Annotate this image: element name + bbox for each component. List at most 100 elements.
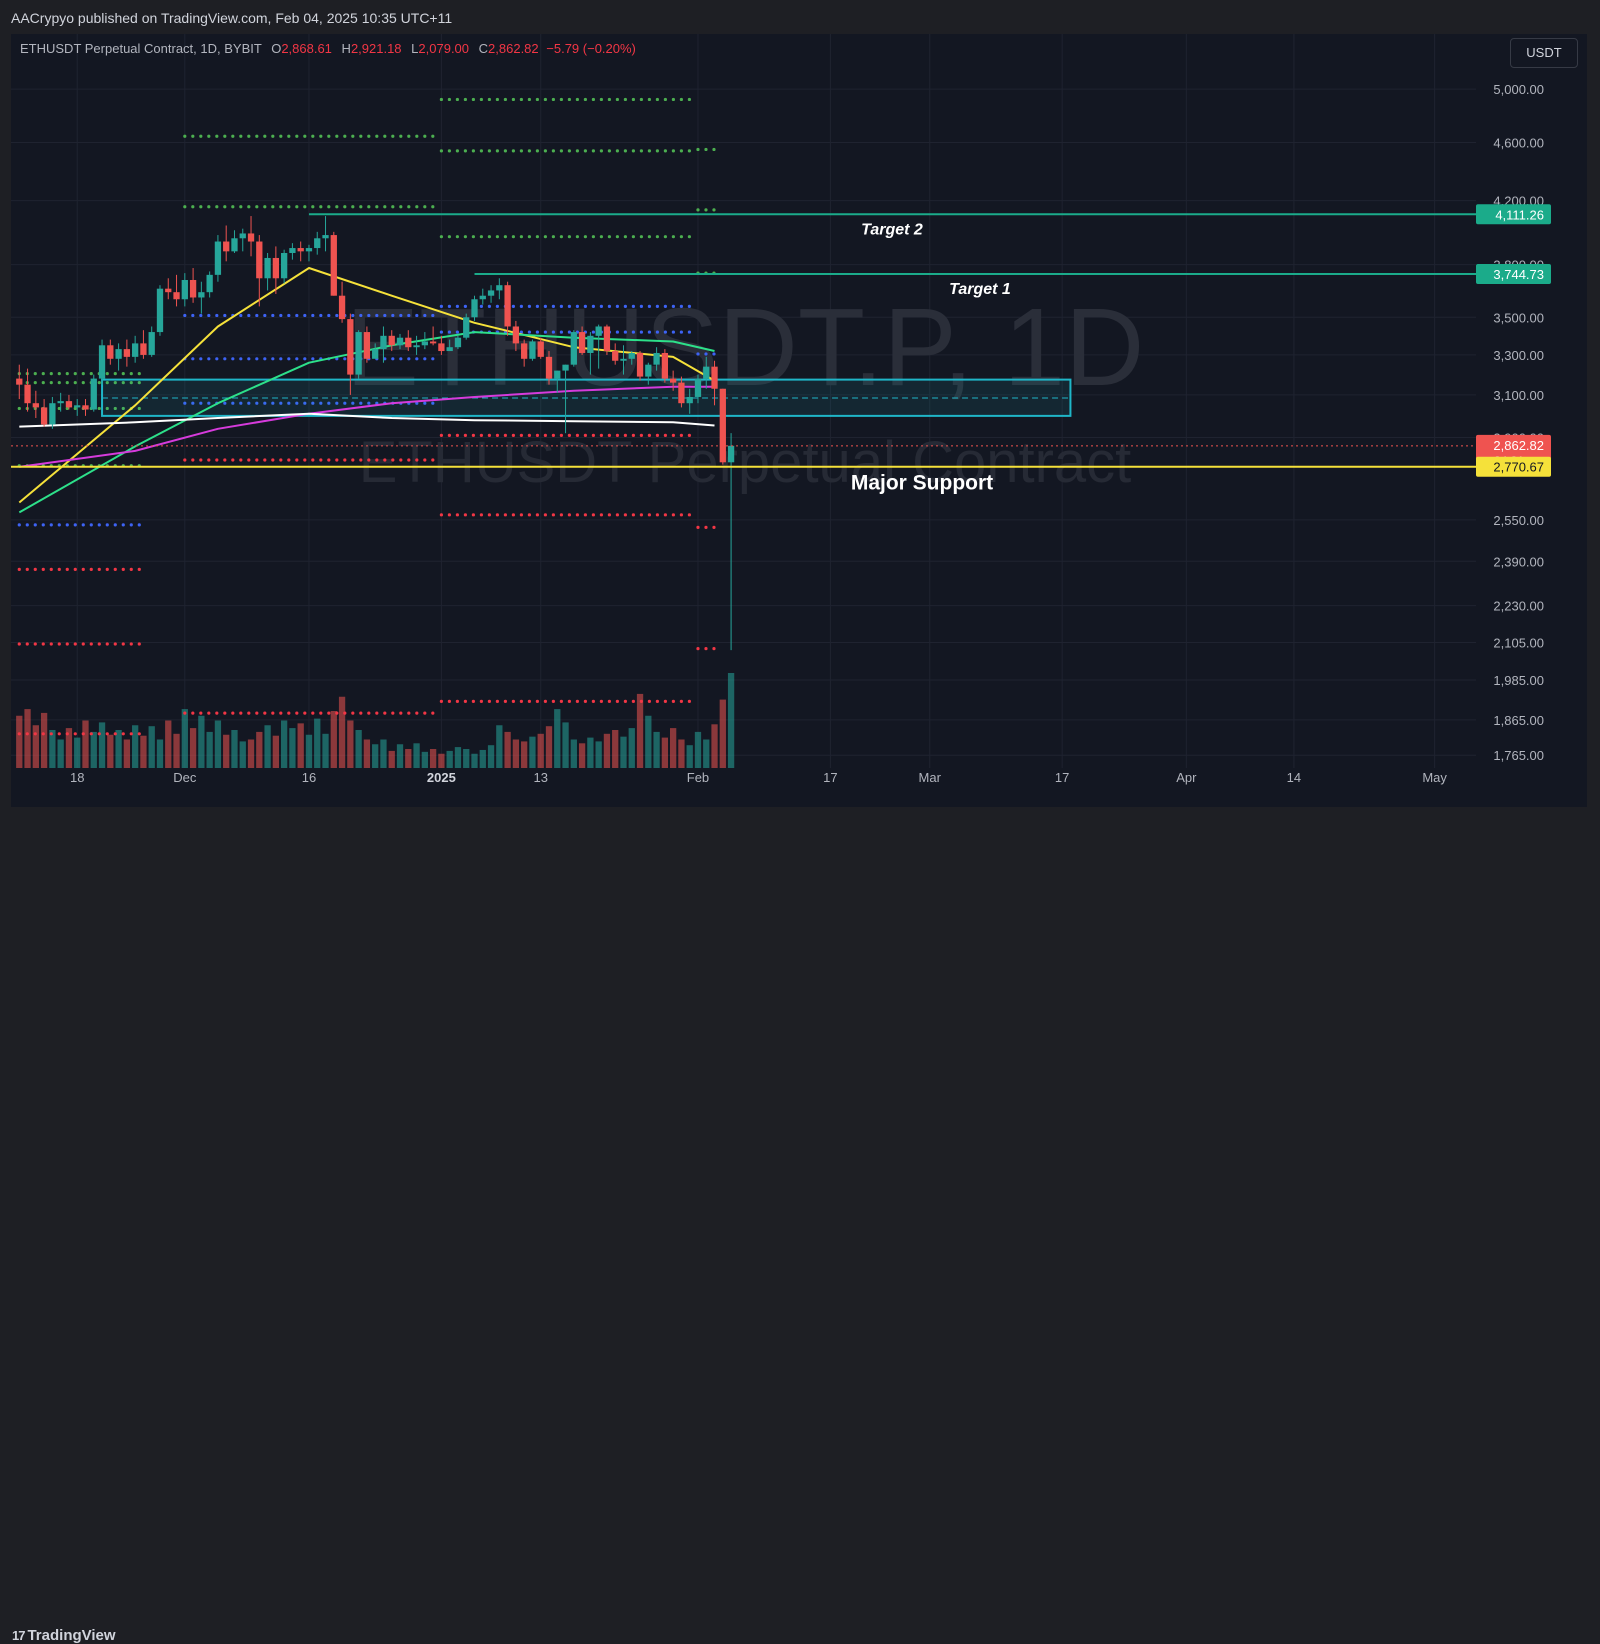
time-axis: 18 Dec 16 2025 13 Feb 17 Mar 17 Apr 14 May: [70, 770, 1447, 785]
major-support-price-tag-bg: [1476, 456, 1551, 477]
volume-bar: [16, 715, 23, 768]
candle-body: [380, 335, 387, 350]
candle-body: [165, 288, 172, 293]
candle-body: [247, 233, 255, 242]
watermark: ETHUSDT.P, 1D ETHUSDT Perpetual Contract: [346, 286, 1145, 495]
watermark-symbol: ETHUSDT.P, 1D: [346, 286, 1145, 409]
price-axis: 5,000.004,600.004,200.003,800.003,500.00…: [1476, 82, 1551, 763]
footer-bar: 17 TradingView: [0, 807, 1600, 1644]
volume-bar: [289, 728, 296, 768]
volume-bar: [678, 739, 685, 768]
candle-body: [82, 405, 89, 410]
volume-bar: [314, 718, 321, 768]
candle-body: [645, 364, 652, 377]
volume-bar: [388, 750, 395, 768]
candle-body: [16, 378, 23, 385]
time-tick-label: Apr: [1176, 770, 1197, 785]
candle-body: [148, 332, 155, 355]
volume-bar: [529, 736, 536, 768]
volume-bar: [587, 737, 594, 768]
volume-bar: [24, 709, 31, 768]
price-tick-label: 2,230.00: [1493, 599, 1544, 614]
volume-bar: [272, 735, 280, 768]
price-tick-label: 4,600.00: [1493, 135, 1544, 150]
price-tick-label: 2,105.00: [1493, 636, 1544, 651]
volume-bar: [264, 725, 271, 768]
low-value: 2,079.00: [418, 41, 470, 56]
change-value: −5.79 (−0.20%): [546, 41, 636, 56]
volume-bar: [487, 745, 495, 768]
time-tick-label: Dec: [173, 770, 197, 785]
candle-body: [612, 351, 619, 361]
volume-bar: [123, 739, 131, 768]
candle-body: [289, 248, 296, 253]
volume-bar: [65, 728, 73, 768]
candle-body: [90, 378, 97, 410]
volume-bar: [90, 731, 97, 768]
high-label: H: [341, 41, 351, 56]
volume-bar: [173, 733, 180, 768]
volume-bar: [421, 751, 428, 768]
volume-bar: [322, 733, 329, 768]
candle-body: [98, 345, 106, 379]
volume-bar: [636, 693, 644, 768]
candle-body: [256, 241, 263, 279]
volume-bar: [703, 739, 710, 768]
candle-body: [388, 335, 395, 346]
volume-bar: [471, 753, 478, 768]
candle-body: [314, 238, 321, 249]
price-tick-label: 3,300.00: [1493, 348, 1544, 363]
tradingview-logo: 17 TradingView: [12, 1627, 116, 1644]
volume-bar: [32, 725, 39, 768]
close-label: C: [478, 41, 489, 56]
candle-body: [554, 370, 561, 379]
time-tick-label: 17: [823, 770, 837, 785]
volume-bar: [247, 739, 255, 768]
candle-body: [297, 248, 304, 252]
candle-body: [322, 235, 329, 239]
target-2-price-tag: 4,111.26: [1495, 207, 1544, 222]
volume-bar: [372, 744, 379, 768]
volume-bar: [463, 749, 470, 768]
candle-body: [504, 285, 511, 327]
publication-header: AACrypyo published on TradingView.com, F…: [0, 0, 1600, 34]
candle-body: [670, 378, 677, 383]
candle-body: [421, 341, 428, 346]
candle-body: [198, 292, 205, 298]
candle-body: [214, 241, 222, 275]
major-support-label: Major Support: [851, 472, 993, 495]
volume-bar: [429, 749, 437, 768]
volume-bar: [49, 730, 56, 768]
symbol-info: ETHUSDT Perpetual Contract, 1D, BYBIT: [20, 41, 262, 56]
volume-bar: [363, 739, 371, 768]
volume-bar: [347, 720, 354, 768]
watermark-description: ETHUSDT Perpetual Contract: [359, 430, 1132, 495]
volume-bar: [181, 709, 188, 768]
low-label: L: [411, 41, 419, 56]
volume-bar: [156, 739, 164, 768]
tradingview-brand: TradingView: [27, 1627, 116, 1644]
candle-body: [711, 366, 718, 389]
candle-body: [132, 343, 139, 357]
time-tick-label: May: [1422, 770, 1447, 785]
currency-button[interactable]: USDT: [1510, 38, 1578, 68]
candle-body: [537, 341, 544, 357]
candle-body: [429, 341, 437, 344]
candle-body: [181, 280, 188, 300]
volume-bar: [57, 739, 64, 768]
candle-body: [521, 343, 528, 359]
volume-bar: [165, 720, 172, 768]
volume-bar: [653, 731, 660, 768]
time-tick-label: 13: [533, 770, 547, 785]
candle-body: [189, 280, 197, 298]
candle-body: [587, 335, 594, 353]
candle-body: [40, 407, 48, 425]
candle-body: [678, 382, 685, 404]
candle-body: [49, 403, 56, 425]
candle-body: [653, 352, 660, 365]
candle-body: [115, 349, 122, 359]
last-price-tag: 2,862.82: [1493, 438, 1544, 453]
volume-bar: [198, 715, 205, 768]
price-tick-label: 3,100.00: [1493, 388, 1544, 403]
